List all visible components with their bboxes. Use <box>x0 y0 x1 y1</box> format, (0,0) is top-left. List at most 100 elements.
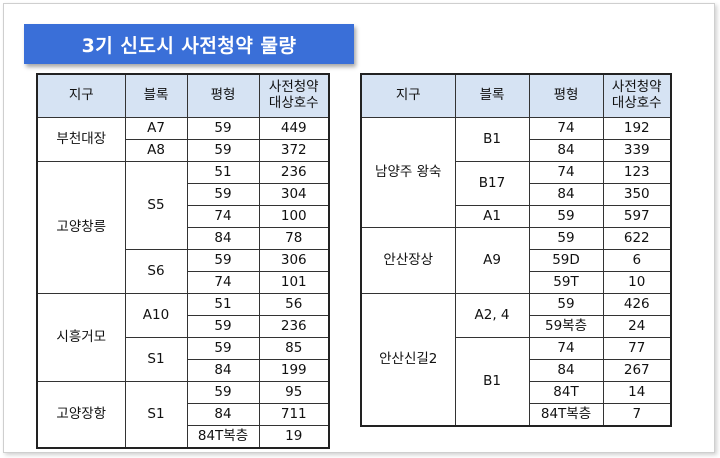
units-cell: 19 <box>258 425 330 449</box>
units-cell: 10 <box>602 271 672 294</box>
block-cell: A1 <box>454 205 530 228</box>
size-cell: 84 <box>528 139 604 162</box>
units-cell: 101 <box>258 271 330 294</box>
block-cell: S1 <box>124 337 188 382</box>
district-cell: 고양창릉 <box>36 161 126 294</box>
units-cell: 7 <box>602 403 672 427</box>
units-cell: 711 <box>258 403 330 426</box>
table-row: 안산장상 A9 59 622 <box>360 227 672 294</box>
size-cell: 59D <box>528 249 604 272</box>
header-units: 사전청약 대상호수 <box>602 73 672 118</box>
units-cell: 85 <box>258 337 330 360</box>
size-cell: 59 <box>186 315 260 338</box>
header-size: 평형 <box>528 73 604 118</box>
table-row: B1 74 77 <box>361 337 672 427</box>
table-row: 84T복층 19 <box>37 425 330 449</box>
units-cell: 192 <box>602 117 672 140</box>
size-cell: 74 <box>186 205 260 228</box>
block-cell: B1 <box>454 337 530 427</box>
units-cell: 306 <box>258 249 330 272</box>
table-row: 74 101 <box>37 271 330 294</box>
units-cell: 123 <box>602 161 672 184</box>
header-district: 지구 <box>360 73 456 118</box>
block-cell: A2, 4 <box>454 293 530 338</box>
units-cell: 449 <box>258 117 330 140</box>
size-cell: 59 <box>186 249 260 272</box>
page-title: 3기 신도시 사전청약 물량 <box>24 24 354 64</box>
units-cell: 622 <box>602 227 672 250</box>
block-cell: A7 <box>124 117 188 140</box>
block-cell: S6 <box>124 249 188 294</box>
units-cell: 24 <box>602 315 672 338</box>
district-cell: 안산장상 <box>360 227 456 294</box>
block-cell: A9 <box>454 227 530 294</box>
table-row: 부천대장 A7 59 449 <box>36 117 330 162</box>
header-size: 평형 <box>186 73 260 118</box>
table-row: 남양주 왕숙 B1 74 192 <box>360 117 672 228</box>
table-row: 84 199 <box>37 359 330 382</box>
size-cell: 84 <box>528 359 604 382</box>
block-cell: A8 <box>124 139 188 162</box>
size-cell: 84T <box>528 381 604 404</box>
table-row: 안산신길2 A2, 4 59 426 <box>360 293 672 427</box>
table-row: 84T복층 7 <box>361 403 672 427</box>
size-cell: 51 <box>186 293 260 316</box>
district-cell: 부천대장 <box>36 117 126 162</box>
units-cell: 372 <box>258 139 330 162</box>
district-cell: 안산신길2 <box>360 293 456 427</box>
header-units: 사전청약 대상호수 <box>258 73 330 118</box>
size-cell: 84 <box>186 403 260 426</box>
units-cell: 339 <box>602 139 672 162</box>
header-block: 블록 <box>124 73 188 118</box>
table-row: B17 74 123 <box>361 161 672 206</box>
table-row: 59 236 <box>37 315 330 338</box>
size-cell: 74 <box>528 117 604 140</box>
block-cell: S5 <box>124 161 188 250</box>
size-cell: 84T복층 <box>186 425 260 449</box>
units-cell: 56 <box>258 293 330 316</box>
units-cell: 199 <box>258 359 330 382</box>
size-cell: 84 <box>528 183 604 206</box>
district-cell: 시흥거모 <box>36 293 126 382</box>
size-cell: 59 <box>186 337 260 360</box>
size-cell: 59복층 <box>528 315 604 338</box>
size-cell: 59 <box>186 381 260 404</box>
size-cell: 59 <box>186 117 260 140</box>
units-cell: 14 <box>602 381 672 404</box>
units-cell: 95 <box>258 381 330 404</box>
size-cell: 74 <box>186 271 260 294</box>
table-row: 59D 6 <box>361 249 672 272</box>
block-cell: A10 <box>124 293 188 338</box>
table-row: 59T 10 <box>361 271 672 294</box>
table-row: 고양장항 S1 59 95 <box>36 381 330 449</box>
table-row: 84 711 <box>37 403 330 426</box>
block-cell: B1 <box>454 117 530 162</box>
size-cell: 59T <box>528 271 604 294</box>
right-supply-table: 지구 블록 평형 사전청약 대상호수 남양주 왕숙 B1 74 192 84 33… <box>360 73 672 427</box>
size-cell: 59 <box>186 139 260 162</box>
units-cell: 6 <box>602 249 672 272</box>
units-cell: 426 <box>602 293 672 316</box>
size-cell: 51 <box>186 161 260 184</box>
size-cell: 59 <box>528 293 604 316</box>
table-header-row: 지구 블록 평형 사전청약 대상호수 <box>360 73 672 118</box>
header-district: 지구 <box>36 73 126 118</box>
table-row: 고양창릉 S5 51 236 <box>36 161 330 294</box>
size-cell: 84 <box>186 227 260 250</box>
units-cell: 350 <box>602 183 672 206</box>
units-cell: 100 <box>258 205 330 228</box>
table-row: 74 100 <box>37 205 330 228</box>
table-row: 84T 14 <box>361 381 672 404</box>
units-cell: 236 <box>258 161 330 184</box>
size-cell: 59 <box>528 205 604 228</box>
units-cell: 236 <box>258 315 330 338</box>
district-cell: 고양장항 <box>36 381 126 449</box>
units-cell: 77 <box>602 337 672 360</box>
size-cell: 84 <box>186 359 260 382</box>
units-cell: 597 <box>602 205 672 228</box>
size-cell: 59 <box>528 227 604 250</box>
table-row: 84 350 <box>361 183 672 206</box>
left-supply-table: 지구 블록 평형 사전청약 대상호수 부천대장 A7 59 449 A8 59 3… <box>36 73 330 449</box>
block-cell: B17 <box>454 161 530 206</box>
size-cell: 84T복층 <box>528 403 604 427</box>
